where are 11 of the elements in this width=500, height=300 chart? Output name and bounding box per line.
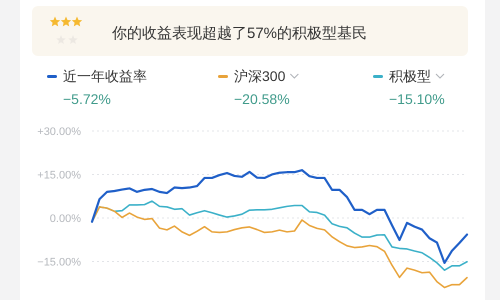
legend-label: 近一年收益率 xyxy=(63,68,147,84)
y-tick-label: +30.00% xyxy=(37,126,82,138)
text: −20.58% xyxy=(234,91,290,107)
y-tick-label: −15.00% xyxy=(37,256,82,268)
legend-label: 沪深300 xyxy=(234,68,286,84)
y-tick-label: +15.00% xyxy=(37,169,82,182)
text: −15.10% xyxy=(389,91,445,107)
legend-label: 积极型 xyxy=(389,68,431,84)
chart-title: 你的收益表现超越了57%的积极型基民 xyxy=(111,25,368,42)
y-tick-label: 0.00% xyxy=(50,212,82,225)
text: −5.72% xyxy=(63,91,111,107)
